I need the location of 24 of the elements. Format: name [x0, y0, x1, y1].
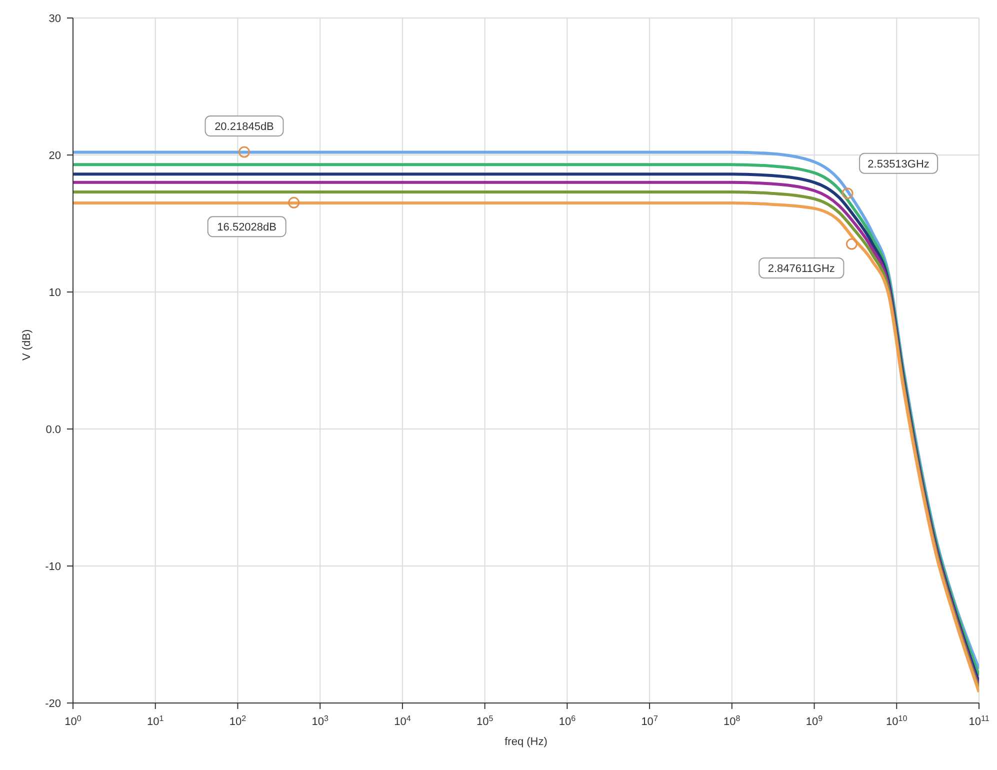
- annotation: 20.21845dB: [214, 121, 274, 134]
- y-axis-title: V (dB): [20, 329, 33, 360]
- annotation: 2.847611GHz: [768, 263, 835, 276]
- y-tick-label: 10: [48, 287, 61, 299]
- y-tick-label: 20: [48, 150, 61, 162]
- y-tick-label: -20: [45, 698, 61, 710]
- x-tick-label: 10$^{3}$: [312, 714, 329, 728]
- x-tick-label: 10$^{1}$: [147, 714, 164, 728]
- x-axis-title: freq (Hz): [504, 736, 548, 748]
- x-tick-label: 10$^{11}$: [968, 714, 990, 728]
- y-tick-label: 0.0: [46, 424, 61, 436]
- x-tick-label: 10$^{5}$: [476, 714, 494, 728]
- annotation: 16.52028dB: [217, 222, 277, 234]
- x-tick-label: 10$^{6}$: [558, 714, 576, 728]
- x-tick-label: 10$^{0}$: [64, 714, 82, 728]
- x-tick-label: 10$^{4}$: [394, 714, 412, 728]
- x-tick-label: 10$^{9}$: [806, 714, 824, 728]
- x-tick-label: 10$^{10}$: [886, 714, 908, 728]
- x-tick-label: 10$^{2}$: [229, 714, 247, 728]
- x-tick-label: 10$^{8}$: [724, 714, 741, 728]
- y-tick-label: 30: [48, 13, 61, 25]
- y-tick-label: -10: [45, 561, 61, 573]
- annotation: 2.53513GHz: [868, 158, 930, 170]
- x-tick-label: 10$^{7}$: [641, 714, 658, 728]
